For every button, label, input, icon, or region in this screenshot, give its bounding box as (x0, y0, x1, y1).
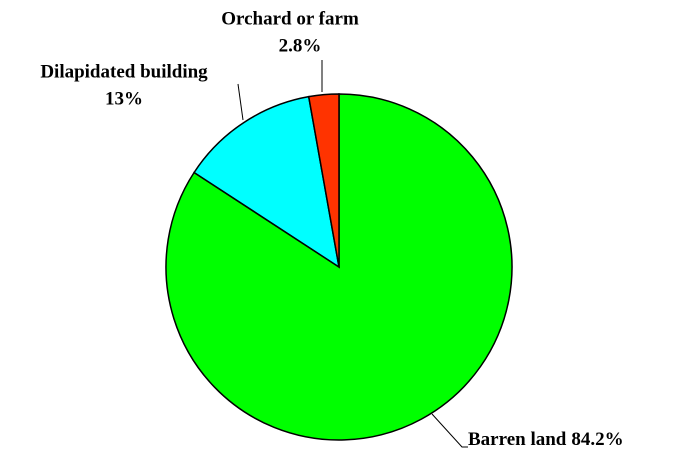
value-label: 13% (105, 88, 143, 109)
pie-slice (307, 93, 340, 268)
category-label: Barren land (468, 429, 567, 450)
leader-line (431, 413, 468, 448)
value-label: 84.2% (571, 429, 623, 450)
leader-line (237, 83, 244, 121)
value-label: 2.8% (279, 35, 322, 56)
slice-label: Barren land 84.2% (468, 429, 624, 450)
category-label: Dilapidated building (40, 61, 208, 82)
pie-slice (193, 95, 341, 269)
category-label: Orchard or farm (221, 8, 359, 29)
